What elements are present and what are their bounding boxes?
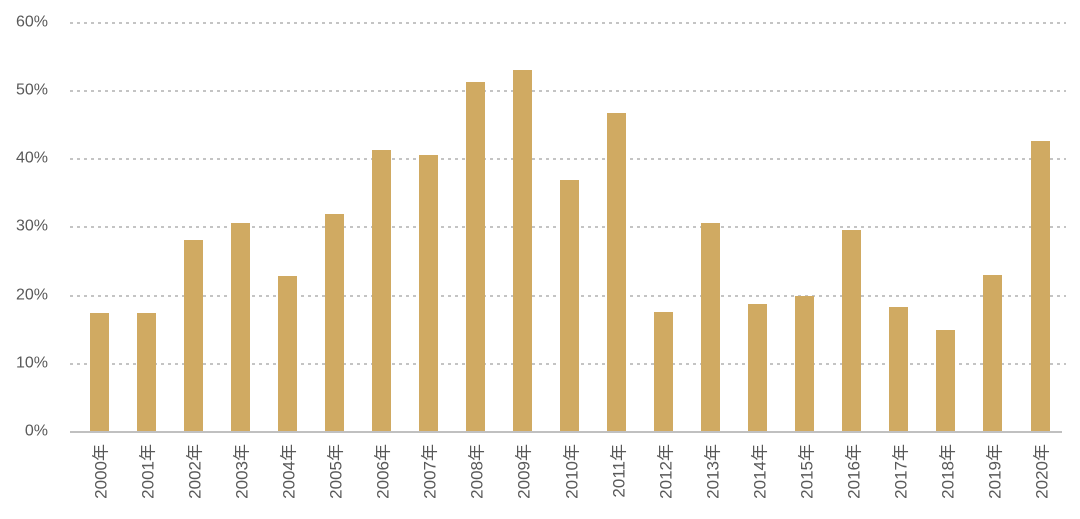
y-axis-tick-label: 20% [15,286,48,304]
x-axis-tick-label: 2007年 [420,444,440,499]
x-axis-tick-label: 2011年 [609,444,629,498]
x-axis-tick-label: 2012年 [656,444,676,499]
x-axis-tick-label: 2001年 [138,444,158,499]
bar-2009年 [512,69,532,432]
x-axis-tick-label: 2014年 [750,444,770,499]
x-axis-tick-label: 2019年 [985,444,1005,499]
bar-2006年 [371,149,391,432]
bar-2013年 [701,223,721,432]
x-axis-tick-label: 2009年 [514,444,534,499]
x-axis-tick-label: 2003年 [232,444,252,499]
y-axis-tick-label: 60% [15,13,48,31]
x-axis-line [70,431,1062,433]
gridline-60 [70,21,1066,24]
bar-2012年 [654,311,674,432]
x-axis-tick-label: 2005年 [326,444,346,499]
bar-2016年 [842,230,862,432]
bar-2008年 [465,82,485,432]
x-axis-tick-label: 2020年 [1032,444,1052,499]
bar-2001年 [136,313,156,432]
y-axis-tick-label: 40% [15,149,48,167]
bar-2017年 [889,307,909,432]
x-axis-tick-label: 2004年 [279,444,299,499]
x-axis-tick-label: 2006年 [373,444,393,499]
bar-2003年 [230,223,250,432]
x-axis-tick-label: 2015年 [797,444,817,499]
bar-2005年 [324,214,344,432]
bar-2011年 [607,112,627,432]
y-axis-tick-label: 0% [24,422,48,440]
bar-2015年 [795,296,815,432]
gridline-50 [70,90,1066,92]
x-axis-tick-label: 2002年 [185,444,205,499]
bar-2018年 [936,329,956,432]
x-axis-tick-label: 2008年 [467,444,487,499]
bar-2004年 [277,275,297,432]
x-axis-tick-label: 2017年 [891,444,911,499]
x-axis-tick-label: 2018年 [938,444,958,499]
y-axis-tick-label: 50% [15,81,48,99]
y-axis-tick-label: 30% [15,218,48,236]
x-axis-tick-label: 2013年 [703,444,723,499]
bar-2010年 [560,180,579,432]
bar-2020年 [1030,140,1050,432]
bar-2007年 [418,155,438,432]
bar-2019年 [983,275,1003,432]
y-axis-tick-label: 10% [15,354,48,372]
bar-2000年 [89,312,109,432]
bar-2002年 [183,239,203,432]
bar-2014年 [748,303,768,432]
x-axis-tick-label: 2016年 [844,444,864,499]
x-axis-tick-label: 2010年 [562,444,581,499]
gridline-40 [70,158,1066,161]
x-axis-tick-label: 2000年 [91,444,111,499]
